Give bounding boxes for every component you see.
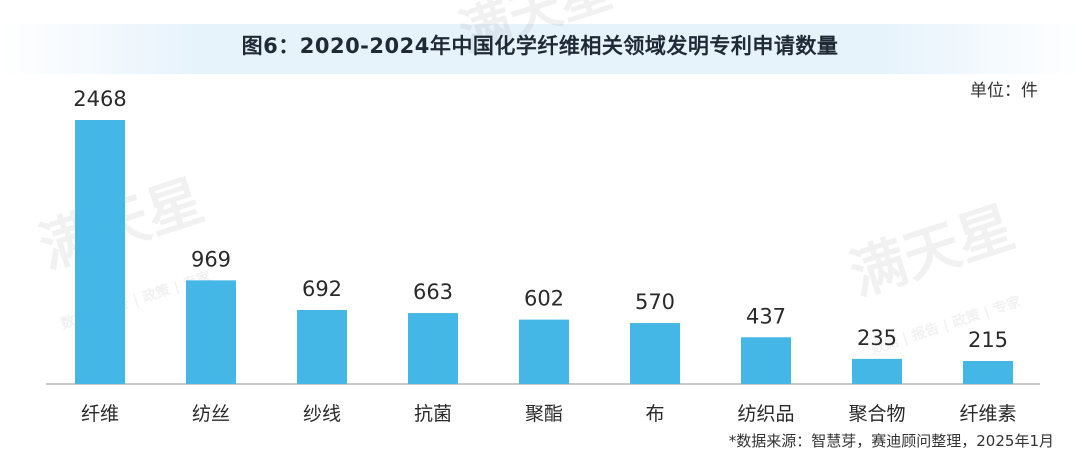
bar-3 xyxy=(408,313,458,384)
value-label-4: 602 xyxy=(524,287,564,311)
category-label-3: 抗菌 xyxy=(414,403,452,425)
title-band xyxy=(0,24,1080,74)
bar-0 xyxy=(75,120,125,384)
unit-label: 单位：件 xyxy=(970,81,1038,101)
value-label-0: 2468 xyxy=(73,87,126,111)
bar-group: 2468 纤维 969 纺丝 692 纱线 663 抗菌 602 聚酯 570 布 437 纺织品 235 聚… xyxy=(73,87,1016,425)
category-label-2: 纱线 xyxy=(303,403,341,425)
bar-4 xyxy=(519,319,569,384)
category-label-4: 聚酯 xyxy=(525,403,563,425)
value-label-3: 663 xyxy=(413,280,453,304)
category-label-1: 纺丝 xyxy=(192,403,230,425)
value-label-8: 215 xyxy=(968,328,1008,352)
value-label-5: 570 xyxy=(635,290,675,314)
value-label-2: 692 xyxy=(302,277,342,301)
category-label-8: 纤维素 xyxy=(959,403,1016,425)
value-label-6: 437 xyxy=(746,304,786,328)
value-label-1: 969 xyxy=(191,247,231,271)
bar-6 xyxy=(741,337,791,384)
watermark-text-right: 满天星 xyxy=(842,195,1022,309)
bar-1 xyxy=(186,280,236,384)
category-label-0: 纤维 xyxy=(81,403,119,425)
bar-8 xyxy=(963,361,1013,384)
watermark-text-top: 满天星 xyxy=(452,0,619,65)
chart-title: 图6：2020-2024年中国化学纤维相关领域发明专利申请数量 xyxy=(241,34,839,58)
category-label-5: 布 xyxy=(645,403,664,425)
category-label-6: 纺织品 xyxy=(737,403,794,425)
value-label-7: 235 xyxy=(857,326,897,350)
bar-5 xyxy=(630,323,680,384)
bar-7 xyxy=(852,358,902,384)
source-note: *数据来源：智慧芽，赛迪顾问整理，2025年1月 xyxy=(728,432,1054,450)
watermark-top: 满天星 xyxy=(452,0,619,65)
category-label-7: 聚合物 xyxy=(848,403,905,425)
bar-2 xyxy=(297,309,347,384)
